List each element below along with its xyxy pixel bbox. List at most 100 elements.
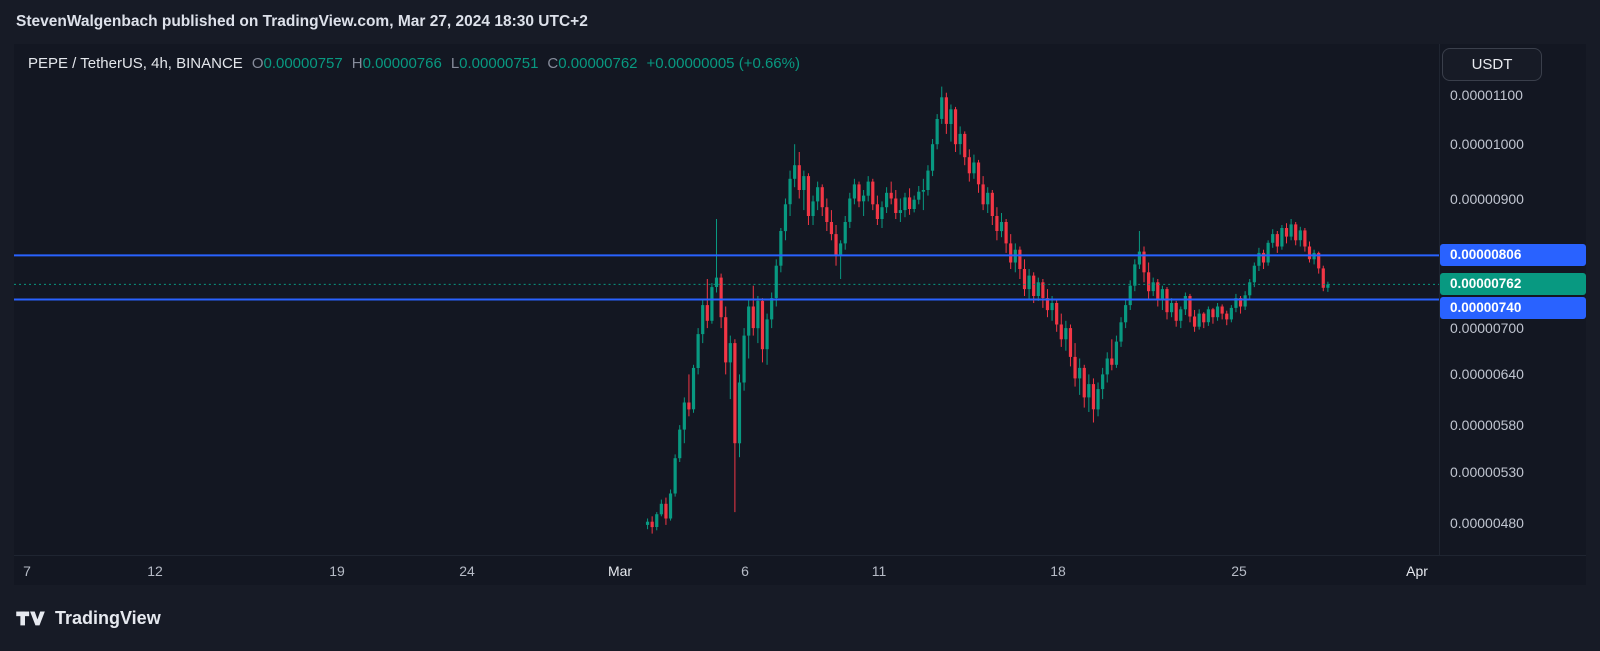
ohlc-close: C0.00000762 bbox=[547, 55, 637, 72]
tradingview-logo[interactable]: TradingView bbox=[16, 606, 161, 630]
candle-body bbox=[783, 204, 788, 232]
candle-body bbox=[687, 402, 691, 410]
candle-body bbox=[724, 317, 728, 363]
candle-body bbox=[972, 162, 976, 174]
candle-body bbox=[1179, 309, 1183, 321]
candlestick-svg bbox=[14, 86, 1439, 534]
candle-body bbox=[742, 335, 746, 383]
plot-area[interactable]: PEPE / TetherUS, 4h, BINANCE O0.00000757… bbox=[14, 44, 1440, 555]
candle-body bbox=[1087, 384, 1091, 398]
candle-body bbox=[728, 343, 732, 363]
candle-body bbox=[1096, 389, 1100, 410]
candle-body bbox=[1160, 289, 1164, 300]
candle-body bbox=[1307, 246, 1312, 260]
candle-body bbox=[903, 197, 907, 211]
candle-body bbox=[1197, 313, 1201, 327]
candle-body bbox=[990, 192, 994, 216]
candle-body bbox=[1091, 384, 1096, 410]
candle-body bbox=[1059, 324, 1063, 340]
candle-body bbox=[1101, 374, 1105, 390]
chart-legend: PEPE / TetherUS, 4h, BINANCE O0.00000757… bbox=[28, 55, 800, 72]
candle-body bbox=[719, 277, 723, 318]
candle-body bbox=[765, 319, 769, 350]
candle-body bbox=[1119, 322, 1123, 342]
candle-body bbox=[921, 190, 925, 192]
candle-body bbox=[1174, 303, 1178, 321]
candle-body bbox=[967, 157, 971, 174]
candle-body bbox=[999, 222, 1004, 232]
candle-body bbox=[1303, 230, 1307, 247]
candle-body bbox=[1183, 296, 1187, 310]
candle-body bbox=[760, 300, 765, 350]
ohlc-low: L0.00000751 bbox=[451, 55, 539, 72]
candle-body bbox=[779, 231, 783, 266]
candle-body bbox=[981, 184, 985, 205]
candle-body bbox=[802, 176, 806, 190]
time-axis-label: 18 bbox=[1050, 563, 1066, 579]
symbol-title[interactable]: PEPE / TetherUS, 4h, BINANCE bbox=[28, 55, 243, 72]
tradingview-logo-icon bbox=[16, 611, 45, 626]
ohlc-high: H0.00000766 bbox=[352, 55, 442, 72]
candle-body bbox=[1211, 309, 1215, 318]
candle-body bbox=[884, 192, 889, 208]
ohlc-high-label: H bbox=[351, 55, 363, 72]
candle-body bbox=[1229, 307, 1233, 320]
candle-body bbox=[673, 458, 677, 494]
candle-body bbox=[1215, 306, 1220, 318]
time-axis-label: 12 bbox=[147, 563, 163, 579]
ohlc-low-label: L bbox=[450, 55, 460, 72]
candle-body bbox=[944, 97, 948, 124]
candle-body bbox=[926, 170, 930, 190]
candle-body bbox=[696, 334, 700, 368]
candle-body bbox=[705, 305, 709, 321]
candle-body bbox=[1128, 285, 1132, 306]
time-axis-label: 19 bbox=[329, 563, 345, 579]
candle-body bbox=[1151, 282, 1155, 292]
candle-body bbox=[770, 298, 774, 320]
chart-panel: PEPE / TetherUS, 4h, BINANCE O0.00000757… bbox=[14, 44, 1586, 585]
candle-body bbox=[1165, 289, 1169, 313]
candle-body bbox=[788, 178, 792, 205]
candle-body bbox=[930, 144, 935, 171]
candle-body bbox=[857, 184, 861, 202]
price-axis[interactable]: USDT 0.00001100 0.00001000 0.00000900 0.000… bbox=[1440, 44, 1586, 555]
candle-body bbox=[866, 181, 870, 196]
candle-body bbox=[907, 197, 912, 209]
candle-body bbox=[1018, 249, 1022, 269]
candle-body bbox=[1321, 268, 1325, 288]
time-axis-label: 25 bbox=[1231, 563, 1247, 579]
ohlc-open: O0.00000757 bbox=[252, 55, 343, 72]
candle-body bbox=[691, 367, 696, 410]
candle-body bbox=[1110, 358, 1114, 365]
ohlc-close-label: C bbox=[547, 55, 559, 72]
candle-body bbox=[1055, 303, 1059, 325]
ohlc-high-value: 0.00000766 bbox=[362, 55, 442, 72]
candle-body bbox=[1248, 282, 1252, 296]
time-axis[interactable]: 7 12 19 24 Mar 6 11 18 25 Apr bbox=[14, 556, 1440, 585]
candle-body bbox=[650, 521, 654, 528]
candle-body bbox=[871, 181, 875, 205]
candle-body bbox=[820, 187, 824, 208]
ohlc-low-value: 0.00000751 bbox=[459, 55, 539, 72]
candle-body bbox=[1036, 282, 1040, 296]
candle-body bbox=[1280, 228, 1284, 247]
candle-body bbox=[880, 207, 884, 219]
candle-body bbox=[1326, 284, 1330, 288]
time-axis-label: 6 bbox=[741, 563, 749, 579]
candle-body bbox=[1257, 252, 1261, 266]
candle-body bbox=[655, 514, 659, 527]
candle-body bbox=[912, 199, 916, 209]
candle-body bbox=[1289, 224, 1293, 237]
candle-body bbox=[958, 133, 962, 145]
tradingview-wordmark: TradingView bbox=[55, 607, 161, 628]
candle-body bbox=[1114, 341, 1119, 365]
change-value: +0.00000005 (+0.66%) bbox=[646, 55, 800, 72]
candle-body bbox=[645, 521, 650, 525]
candle-body bbox=[1225, 313, 1229, 320]
price-axis-label: 0.00000700 bbox=[1450, 320, 1524, 337]
candle-body bbox=[1284, 228, 1289, 237]
candle-body bbox=[714, 277, 719, 287]
price-axis-label: 0.00000480 bbox=[1450, 514, 1524, 531]
price-axis-label: 0.00000640 bbox=[1450, 366, 1524, 383]
currency-toggle-button[interactable]: USDT bbox=[1442, 48, 1542, 81]
